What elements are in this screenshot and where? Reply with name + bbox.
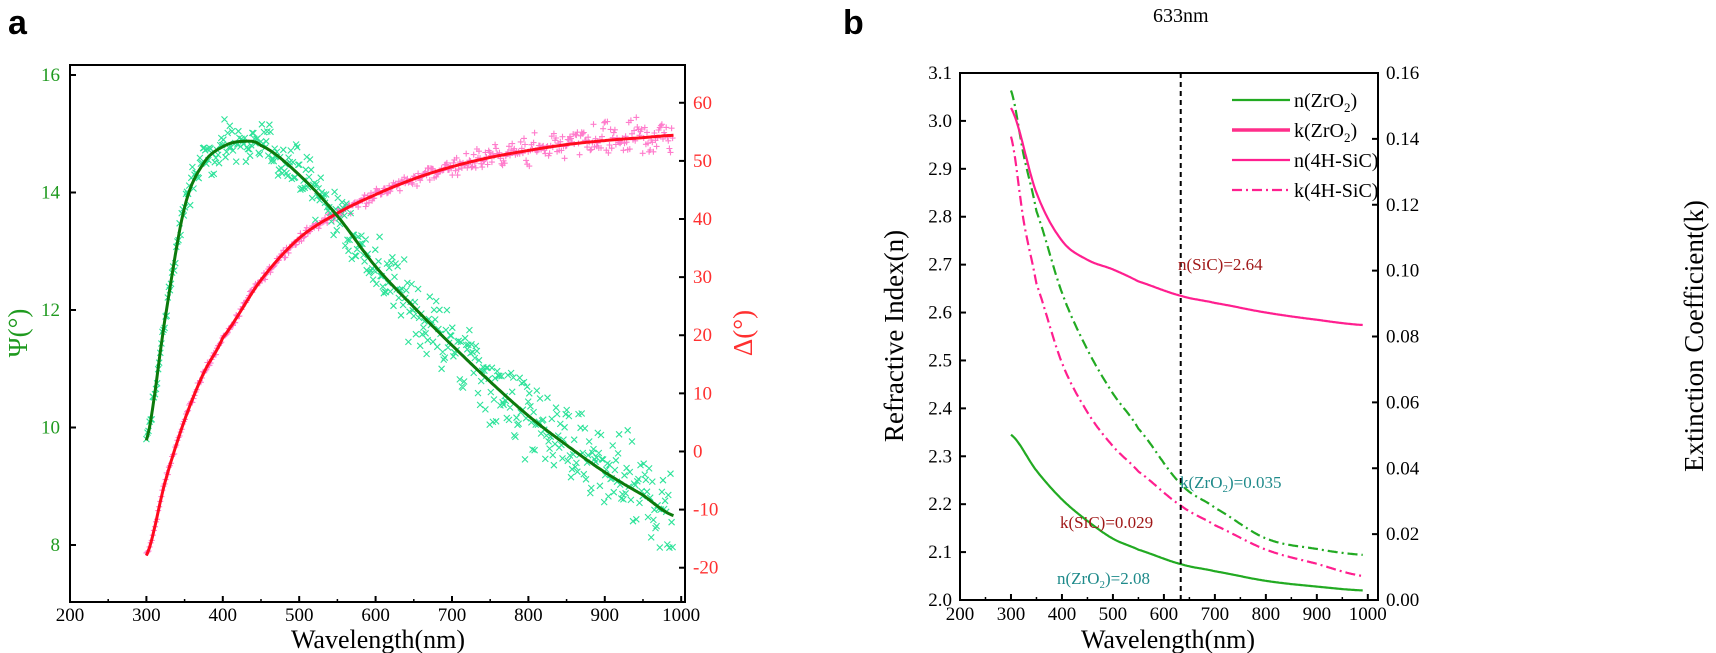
k-4h-sic-line bbox=[1009, 136, 1363, 578]
n-tick-label: 2.1 bbox=[928, 542, 952, 563]
panel-b-k-axis-label: Extinction Coefficient(k) bbox=[1679, 200, 1709, 472]
psi-tick-label: 14 bbox=[41, 182, 61, 203]
n-zro2-line bbox=[1010, 433, 1363, 592]
x-tick-label: 400 bbox=[1048, 604, 1077, 625]
panel-a-psi-axis-label: Ψ(°) bbox=[3, 309, 33, 358]
delta-tick-label: 60 bbox=[693, 93, 712, 114]
delta-tick-label: 30 bbox=[693, 267, 712, 288]
legend-label-n-4h-sic: n(4H-SiC) bbox=[1294, 150, 1378, 172]
panel-b-legend: n(ZrO2)k(ZrO2)n(4H-SiC)k(4H-SiC) bbox=[1232, 90, 1378, 202]
annotation-n-zro2-sub: 2 bbox=[1099, 579, 1105, 591]
x-tick-label: 800 bbox=[1252, 604, 1281, 625]
n-tick-label: 2.8 bbox=[928, 207, 952, 228]
n-tick-label: 2.2 bbox=[928, 494, 952, 515]
legend-label-k-4h-sic: k(4H-SiC) bbox=[1294, 180, 1378, 202]
x-tick-label: 400 bbox=[209, 605, 238, 626]
delta-tick-label: -10 bbox=[693, 500, 718, 521]
633nm-marker-label: 633nm bbox=[1153, 5, 1209, 27]
legend-label-main: k(ZrO bbox=[1294, 120, 1344, 142]
n-tick-label: 2.5 bbox=[928, 350, 952, 371]
panel-b-x-axis-label: Wavelength(nm) bbox=[1081, 625, 1255, 653]
annotation-k-zro2-sub: 2 bbox=[1222, 483, 1228, 495]
k-tick-label: 0.12 bbox=[1386, 195, 1419, 216]
x-tick-label: 300 bbox=[997, 604, 1026, 625]
legend-label-main: k(4H-SiC) bbox=[1294, 180, 1378, 202]
annotation-n-zro2: n(ZrO2)=2.08 bbox=[1057, 569, 1150, 591]
x-tick-label: 1000 bbox=[662, 605, 700, 626]
annotation-k-zro2-end: )=0.035 bbox=[1228, 473, 1282, 492]
psi-fit-line bbox=[144, 139, 674, 518]
psi-tick-label: 16 bbox=[41, 65, 60, 86]
x-tick-label: 200 bbox=[56, 605, 85, 626]
n-tick-label: 2.7 bbox=[928, 255, 952, 276]
n-tick-label: 2.6 bbox=[928, 303, 952, 324]
delta-tick-label: 40 bbox=[693, 209, 712, 230]
k-tick-label: 0.16 bbox=[1386, 63, 1419, 84]
x-tick-label: 900 bbox=[591, 605, 620, 626]
n-tick-label: 2.9 bbox=[928, 159, 952, 180]
annotation-k-sic: k(SiC)=0.029 bbox=[1060, 513, 1153, 532]
legend-label-main: n(4H-SiC) bbox=[1294, 150, 1378, 172]
legend-label-end: ) bbox=[1350, 120, 1357, 142]
n-tick-label: 2.0 bbox=[928, 590, 952, 611]
psi-tick-label: 8 bbox=[51, 535, 61, 556]
n-tick-label: 2.3 bbox=[928, 446, 952, 467]
panel-a-delta-axis-label: Δ(°) bbox=[728, 310, 758, 356]
delta-fit-line bbox=[145, 133, 674, 557]
legend-label-k-zro2: k(ZrO2) bbox=[1294, 120, 1357, 145]
legend-label-end: ) bbox=[1350, 90, 1357, 112]
delta-tick-label: 10 bbox=[693, 383, 712, 404]
delta-tick-label: 0 bbox=[693, 441, 703, 462]
legend-label-sub: 2 bbox=[1344, 130, 1351, 145]
delta-tick-label: -20 bbox=[693, 558, 718, 579]
annotation-k-zro2-main: k(ZrO bbox=[1180, 473, 1222, 492]
legend-label-sub: 2 bbox=[1344, 100, 1351, 115]
x-tick-label: 200 bbox=[946, 604, 975, 625]
panel-b: b 200 300 400 500 600 700 800 900 10002.02.12.22… bbox=[843, 4, 1709, 653]
panel-a: a 200 300 400 500 600 700 800 900 1000810121416-… bbox=[3, 4, 758, 653]
x-tick-label: 1000 bbox=[1349, 604, 1387, 625]
n-tick-label: 3.0 bbox=[928, 111, 952, 132]
k-zro2-line bbox=[1009, 90, 1363, 556]
x-tick-label: 500 bbox=[285, 605, 314, 626]
psi-tick-label: 10 bbox=[41, 418, 60, 439]
delta-tick-label: 20 bbox=[693, 325, 712, 346]
k-tick-label: 0.14 bbox=[1386, 129, 1420, 150]
x-tick-label: 900 bbox=[1303, 604, 1332, 625]
annotation-n-zro2-main: n(ZrO bbox=[1057, 569, 1099, 588]
panel-b-data bbox=[1009, 90, 1363, 592]
panel-a-axes: 200 300 400 500 600 700 800 900 1000810121416-20… bbox=[41, 65, 718, 626]
x-tick-label: 500 bbox=[1099, 604, 1128, 625]
x-tick-label: 800 bbox=[514, 605, 543, 626]
x-tick-label: 600 bbox=[1150, 604, 1179, 625]
annotation-n-sic: n(SiC)=2.64 bbox=[1178, 255, 1263, 274]
legend-label-main: n(ZrO bbox=[1294, 90, 1344, 112]
panel-a-x-axis-label: Wavelength(nm) bbox=[291, 625, 465, 653]
k-tick-label: 0.04 bbox=[1386, 458, 1420, 479]
x-tick-label: 600 bbox=[361, 605, 390, 626]
n-4h-sic-line bbox=[1010, 107, 1363, 327]
panel-a-data bbox=[143, 114, 676, 557]
k-tick-label: 0.00 bbox=[1386, 590, 1419, 611]
panel-b-n-axis-label: Refractive Index(n) bbox=[879, 230, 909, 442]
legend-label-n-zro2: n(ZrO2) bbox=[1294, 90, 1357, 115]
annotation-k-zro2: k(ZrO2)=0.035 bbox=[1180, 473, 1281, 495]
k-tick-label: 0.06 bbox=[1386, 392, 1419, 413]
k-tick-label: 0.08 bbox=[1386, 327, 1419, 348]
n-tick-label: 3.1 bbox=[928, 63, 952, 84]
annotation-n-zro2-end: )=2.08 bbox=[1105, 569, 1150, 588]
panel-a-frame bbox=[69, 64, 686, 603]
x-tick-label: 700 bbox=[438, 605, 467, 626]
psi-tick-label: 12 bbox=[41, 300, 60, 321]
x-tick-label: 700 bbox=[1201, 604, 1230, 625]
n-tick-label: 2.4 bbox=[928, 398, 952, 419]
panel-a-label: a bbox=[8, 4, 28, 42]
k-tick-label: 0.10 bbox=[1386, 261, 1419, 282]
panel-b-axes: 200 300 400 500 600 700 800 900 1000 2.0 2.1 2.2 2.3… bbox=[928, 63, 1420, 625]
x-tick-label: 300 bbox=[132, 605, 161, 626]
k-tick-label: 0.02 bbox=[1386, 524, 1419, 545]
delta-tick-label: 50 bbox=[693, 151, 712, 172]
panel-b-label: b bbox=[843, 4, 864, 42]
